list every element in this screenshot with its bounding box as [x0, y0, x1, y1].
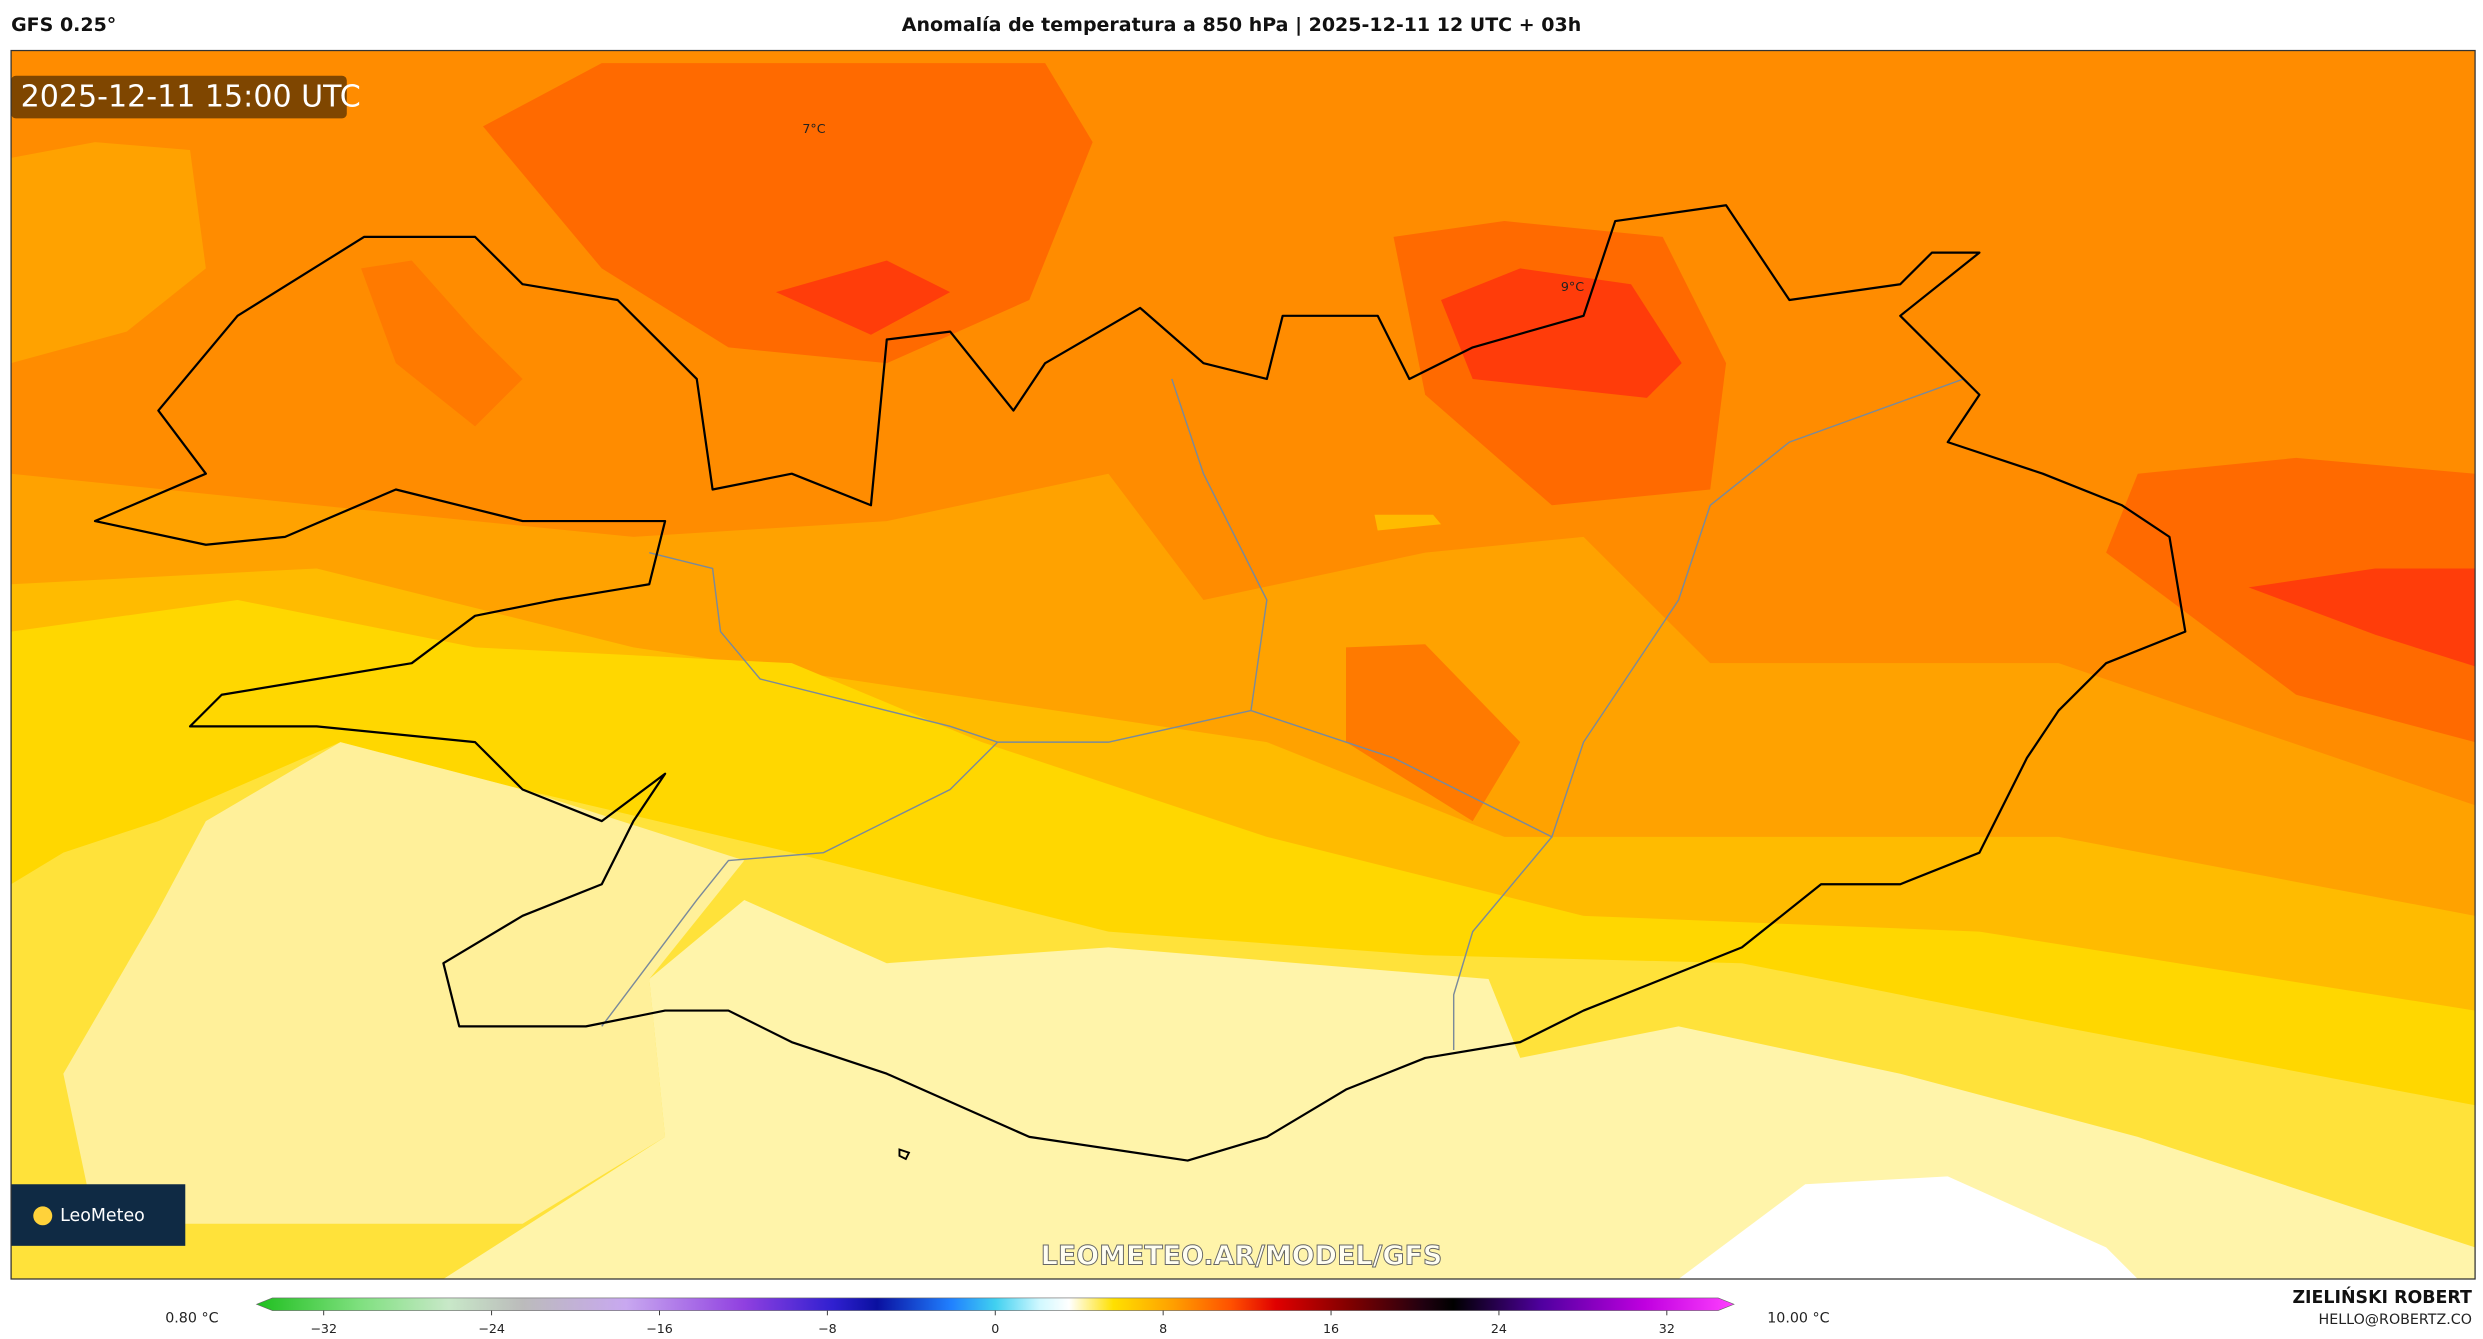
logo-sun: [33, 1206, 53, 1226]
email: HELLO@ROBERTZ.CO: [2319, 1312, 2472, 1328]
contour-label: 7°C: [802, 121, 825, 136]
field-band: [11, 142, 206, 364]
colorbar-tick-label: 16: [1323, 1321, 1339, 1336]
field-band: [443, 900, 2476, 1279]
colorbar-tick-label: −32: [310, 1321, 337, 1336]
colorbar: [255, 1297, 1735, 1311]
field-band: [361, 260, 523, 427]
field-band: [63, 742, 745, 1224]
legend-min: 0.80 °C: [165, 1310, 218, 1326]
map-title: Anomalía de temperatura a 850 hPa | 2025…: [902, 14, 1581, 36]
colorbar-tick-label: −16: [646, 1321, 673, 1336]
region-borders: [601, 378, 1964, 1051]
colorbar-tick-label: 8: [1159, 1321, 1167, 1336]
map: 7°C 9°C 2025-12-11 15:00 UTC LeoMeteo LE…: [11, 50, 2476, 1279]
watermark: LEOMETEO.AR/MODEL/GFS: [1041, 1240, 1442, 1271]
island: [898, 1148, 911, 1161]
field-band: [1441, 268, 1682, 398]
field-band: [1346, 644, 1521, 822]
map-frame: [10, 49, 2476, 1280]
colorbar-tick-label: −8: [818, 1321, 837, 1336]
coastline: [93, 204, 2187, 1162]
colorbar-tick-label: −24: [478, 1321, 505, 1336]
colorbar-tick-label: 24: [1491, 1321, 1507, 1336]
author: ZIELIŃSKI ROBERT: [2292, 1286, 2472, 1308]
timestamp-box: [11, 75, 347, 119]
logo: LeoMeteo: [60, 1206, 145, 1226]
colorbar-tick-label: 32: [1659, 1321, 1675, 1336]
field-band: [775, 260, 951, 335]
colorbar-tick-label: 0: [991, 1321, 999, 1336]
timestamp: 2025-12-11 15:00 UTC: [21, 79, 361, 114]
field-band: [1678, 1176, 2138, 1279]
model-label: GFS 0.25°: [11, 14, 116, 36]
contour-label: 9°C: [1561, 279, 1584, 294]
field-band: [2248, 568, 2476, 667]
legend-max: 10.00 °C: [1767, 1310, 1829, 1326]
field-band: [1374, 514, 1442, 531]
